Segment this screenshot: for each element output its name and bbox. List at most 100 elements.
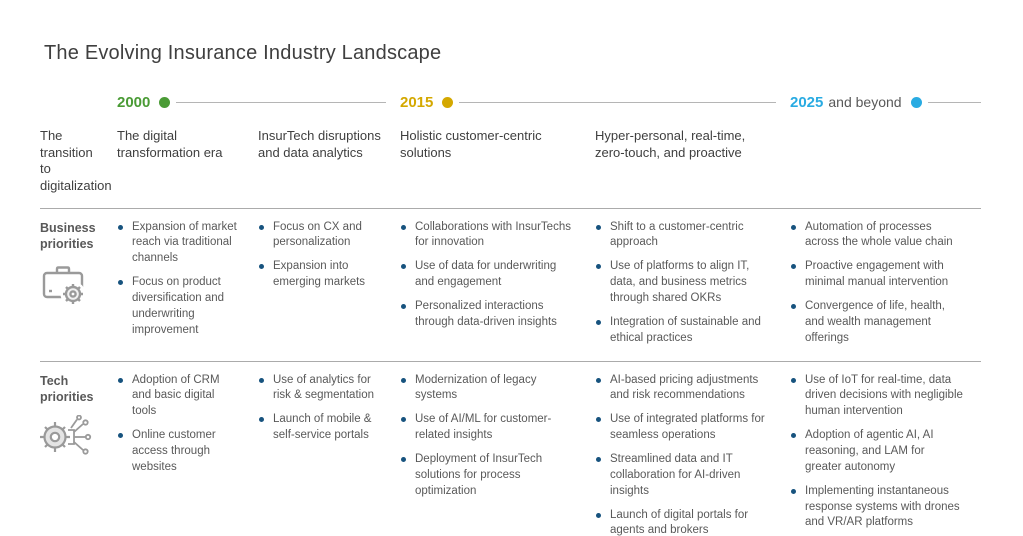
bullet-item: Use of AI/ML for customer-related insigh… (400, 412, 577, 444)
bullet-dot-icon (259, 377, 264, 383)
bullet-dot-icon (401, 303, 406, 309)
bullet-item: Integration of sustainable and ethical p… (595, 315, 772, 347)
column-header-4: Holistic customer-centric solutions (400, 128, 542, 160)
bullet-text: Shift to a customer-centric approach (610, 220, 744, 249)
timeline-segment-2000: 2000 (117, 95, 400, 110)
bullet-text: Focus on product diversification and und… (132, 276, 225, 336)
bullet-dot-icon (596, 319, 601, 325)
bullet-text: Expansion into emerging markets (273, 260, 366, 289)
timeline-line (927, 101, 981, 103)
bullet-dot-icon (118, 280, 123, 286)
bullet-item: Focus on CX and personalization (258, 220, 382, 252)
bullet-text: Personalized interactions through data-d… (415, 299, 557, 328)
bullet-text: Adoption of agentic AI, AI reasoning, an… (805, 429, 934, 473)
timeline-year-2015: 2015 (400, 93, 434, 111)
bullet-text: Collaborations with InsurTechs for innov… (415, 220, 571, 249)
business-cell-3: Collaborations with InsurTechs for innov… (400, 220, 595, 355)
bullet-text: Proactive engagement with minimal manual… (805, 260, 949, 289)
bullet-text: Use of IoT for real-time, data driven de… (805, 373, 963, 418)
business-cell-5: Automation of processes across the whole… (790, 220, 981, 355)
business-cell-2: Focus on CX and personalization Expansion… (258, 220, 400, 355)
tech-priorities-row: Tech priorities (40, 360, 981, 536)
bullet-item: Use of integrated platforms for seamless… (595, 412, 772, 444)
bullet-item: Use of data for underwriting and engagem… (400, 259, 577, 291)
bullet-item: Modernization of legacy systems (400, 373, 577, 405)
bullet-text: Launch of digital portals for agents and… (610, 508, 749, 536)
bullet-item: Expansion of market reach via traditiona… (117, 220, 240, 268)
business-cell-4: Shift to a customer-centric approach Use … (595, 220, 790, 355)
bullet-item: Personalized interactions through data-d… (400, 299, 577, 331)
bullet-dot-icon (259, 224, 264, 230)
bullet-text: AI-based pricing adjustments and risk re… (610, 373, 759, 402)
bullet-text: Adoption of CRM and basic digital tools (132, 373, 220, 418)
bullet-dot-icon (401, 456, 406, 462)
bullet-item: AI-based pricing adjustments and risk re… (595, 373, 772, 405)
bullet-text: Launch of mobile & self-service portals (273, 413, 372, 442)
bullet-dot-icon (596, 264, 601, 270)
briefcase-gear-icon (40, 262, 109, 313)
bullet-dot-icon (791, 433, 796, 439)
bullet-item: Use of platforms to align IT, data, and … (595, 259, 772, 307)
bullet-dot-icon (596, 417, 601, 423)
business-priorities-label-cell: Business priorities (40, 220, 117, 355)
tech-priorities-label-cell: Tech priorities (40, 373, 117, 536)
bullet-item: Convergence of life, health, and wealth … (790, 299, 963, 347)
column-header-5: Hyper-personal, real-time, zero-touch, a… (595, 128, 746, 160)
bullet-dot-icon (791, 377, 796, 383)
timeline-dot-2025-icon (910, 96, 922, 108)
bullet-item: Online customer access through websites (117, 428, 240, 476)
column-header-2: The digital transformation era (117, 128, 223, 160)
timeline-year-2000: 2000 (117, 93, 151, 111)
column-header-3: InsurTech disruptions and data analytics (258, 128, 381, 160)
bullet-dot-icon (791, 488, 796, 494)
bullet-dot-icon (596, 224, 601, 230)
bullet-dot-icon (401, 264, 406, 270)
bullet-text: Deployment of InsurTech solutions for pr… (415, 452, 543, 497)
bullet-item: Shift to a customer-centric approach (595, 220, 772, 252)
bullet-dot-icon (596, 377, 601, 383)
timeline: 2000 2015 2025 and beyond (40, 93, 981, 111)
bullet-text: Focus on CX and personalization (273, 220, 362, 249)
timeline-year-2025: 2025 (790, 93, 824, 111)
bullet-item: Launch of digital portals for agents and… (595, 508, 772, 536)
bullet-item: Launch of mobile & self-service portals (258, 412, 382, 444)
timeline-segment-2025: 2025 and beyond (790, 94, 981, 110)
bullet-text: Expansion of market reach via traditiona… (132, 220, 237, 265)
bullet-item: Focus on product diversification and und… (117, 275, 240, 338)
bullet-item: Expansion into emerging markets (258, 259, 382, 291)
business-priorities-row: Business priorities (40, 207, 981, 361)
bullet-text: Online customer access through websites (132, 429, 216, 473)
row-label-business: Business priorities (40, 220, 96, 251)
bullet-dot-icon (596, 512, 601, 518)
bullet-item: Adoption of CRM and basic digital tools (117, 373, 240, 421)
column-headers: The transition to digitalization The dig… (40, 128, 981, 208)
page-title: The Evolving Insurance Industry Landscap… (44, 42, 442, 64)
timeline-line (176, 101, 386, 103)
timeline-dot-2015-icon (442, 96, 454, 108)
bullet-item: Adoption of agentic AI, AI reasoning, an… (790, 428, 963, 476)
bullet-item: Automation of processes across the whole… (790, 220, 963, 252)
bullet-text: Modernization of legacy systems (415, 373, 537, 402)
bullet-dot-icon (401, 417, 406, 423)
tech-cell-2: Use of analytics for risk & segmentation… (258, 373, 400, 536)
bullet-dot-icon (259, 264, 264, 270)
timeline-year-suffix: and beyond (828, 94, 902, 110)
bullet-text: Convergence of life, health, and wealth … (805, 299, 946, 344)
bullet-dot-icon (401, 224, 406, 230)
timeline-dot-2000-icon (159, 96, 171, 108)
business-cell-1: Expansion of market reach via traditiona… (117, 220, 258, 355)
bullet-dot-icon (791, 264, 796, 270)
bullet-dot-icon (401, 377, 406, 383)
bullet-dot-icon (791, 303, 796, 309)
bullet-dot-icon (596, 456, 601, 462)
tech-cell-5: Use of IoT for real-time, data driven de… (790, 373, 981, 536)
bullet-text: Use of analytics for risk & segmentation (273, 373, 374, 402)
bullet-text: Use of data for underwriting and engagem… (415, 260, 557, 289)
bullet-item: Use of analytics for risk & segmentation (258, 373, 382, 405)
bullet-text: Use of integrated platforms for seamless… (610, 413, 765, 442)
bullet-item: Proactive engagement with minimal manual… (790, 259, 963, 291)
bullet-item: Streamlined data and IT collaboration fo… (595, 452, 772, 500)
tech-cell-4: AI-based pricing adjustments and risk re… (595, 373, 790, 536)
bullet-text: Use of platforms to align IT, data, and … (610, 260, 750, 304)
